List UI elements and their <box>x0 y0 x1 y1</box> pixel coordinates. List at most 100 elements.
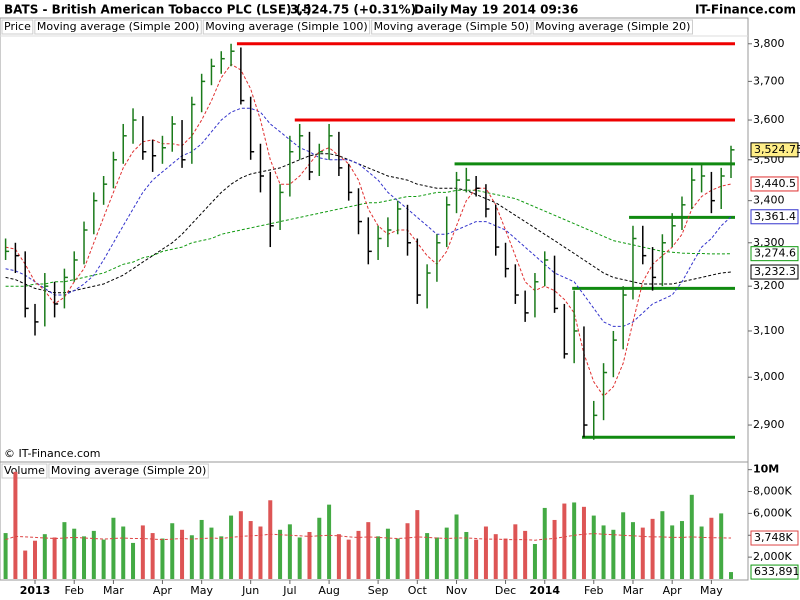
timestamp: May 19 2014 09:36 <box>450 3 578 17</box>
volume-bar <box>101 539 106 579</box>
last-value-label: 3,274.6 <box>754 247 796 260</box>
volume-bar <box>650 518 655 579</box>
moving-average-line <box>5 189 732 287</box>
volume-bar <box>72 528 77 579</box>
volume-bar <box>562 503 567 579</box>
volume-bar <box>42 534 47 579</box>
volume-bar <box>209 527 214 579</box>
volume-bar <box>581 506 586 579</box>
volume-average-line <box>5 533 732 541</box>
volume-bar <box>199 519 204 579</box>
volume-bar <box>591 515 596 579</box>
volume-bar <box>33 540 38 579</box>
volume-bar <box>621 512 626 579</box>
volume-bar <box>62 522 67 579</box>
y-tick-label: 3,100 <box>753 324 785 337</box>
volume-bar <box>425 533 430 579</box>
last-value-box <box>750 142 799 158</box>
volume-bar <box>160 538 165 579</box>
legend-entry: Volume <box>4 464 45 477</box>
volume-bar <box>670 525 675 579</box>
last-value-box <box>750 246 799 262</box>
y-tick-label: 2,000K <box>753 550 792 563</box>
volume-bar <box>317 517 322 579</box>
volume-bar <box>709 517 714 579</box>
legend-box <box>1 19 34 35</box>
volume-bar <box>140 525 145 579</box>
volume-bar <box>483 526 488 579</box>
volume-bar <box>229 515 234 579</box>
volume-bar <box>170 523 175 579</box>
volume-bar <box>415 510 420 579</box>
quote: 3,524.75 (+0.31%) <box>290 3 416 17</box>
volume-bar <box>23 550 28 579</box>
volume-bar <box>572 502 577 579</box>
legend-entry: Moving average (Simple 50) <box>374 20 529 33</box>
volume-bar <box>3 533 8 579</box>
volume-bar <box>52 537 57 579</box>
legend-box <box>1 463 48 479</box>
x-tick-label: Jun <box>241 584 259 597</box>
x-tick-label: Nov <box>446 584 468 597</box>
symbol-title: BATS - British American Tobacco PLC (LSE… <box>4 3 312 17</box>
last-value-box <box>750 176 799 192</box>
last-value-box <box>750 530 799 546</box>
moving-average-line <box>5 153 732 294</box>
x-tick-label: May <box>700 584 723 597</box>
volume-bar <box>660 511 665 579</box>
volume-bar <box>238 511 243 579</box>
volume-bar <box>434 537 439 579</box>
legend-entry: Moving average (Simple 200) <box>37 20 199 33</box>
volume-bar <box>111 517 116 579</box>
legend-box <box>34 19 202 35</box>
period: Daily <box>414 3 448 17</box>
volume-bar <box>679 521 684 579</box>
volume-bar <box>640 527 645 579</box>
volume-bar <box>474 539 479 579</box>
volume-bar <box>552 519 557 579</box>
volume-bar <box>189 535 194 579</box>
legend-entry: Moving average (Simple 20) <box>535 20 690 33</box>
legend-entry: Moving average (Simple 20) <box>51 464 206 477</box>
last-value-label: 3,440.5 <box>754 177 796 190</box>
volume-bar <box>307 531 312 579</box>
credit: © IT-Finance.com <box>4 447 101 460</box>
legend-entry: Price <box>4 20 31 33</box>
volume-bar <box>601 525 606 579</box>
volume-bar <box>258 526 263 579</box>
volume-bar <box>405 523 410 579</box>
y-tick-label: 10M <box>753 463 779 476</box>
volume-bar <box>327 504 332 579</box>
volume-bar <box>630 522 635 579</box>
volume-bar <box>131 542 136 579</box>
x-tick-label: Aug <box>318 584 339 597</box>
volume-bar <box>464 531 469 579</box>
last-value-label: 3,361.4 <box>754 210 796 223</box>
volume-bar <box>454 514 459 579</box>
volume-bar <box>513 524 518 579</box>
x-tick-label: Feb <box>584 584 603 597</box>
volume-bar <box>180 529 185 579</box>
legend-entry: Moving average (Simple 100) <box>205 20 367 33</box>
x-tick-label: May <box>190 584 213 597</box>
moving-average-line <box>5 107 732 327</box>
volume-bar <box>278 529 283 579</box>
volume-bar <box>542 507 547 579</box>
volume-bar <box>121 526 126 579</box>
last-value-label: 3,524.75 <box>754 143 800 156</box>
volume-bar <box>366 522 371 579</box>
volume-bar <box>336 534 341 579</box>
volume-bar <box>729 572 733 579</box>
volume-bar <box>699 526 704 579</box>
legend-box <box>48 463 209 479</box>
volume-bar <box>248 521 253 579</box>
last-value-box <box>750 264 799 280</box>
volume-bar <box>689 494 694 579</box>
volume-bar <box>493 534 498 579</box>
volume-bar <box>91 530 96 579</box>
volume-panel <box>0 461 749 581</box>
y-tick-label: 3,000 <box>753 370 785 383</box>
volume-bar <box>444 527 449 579</box>
